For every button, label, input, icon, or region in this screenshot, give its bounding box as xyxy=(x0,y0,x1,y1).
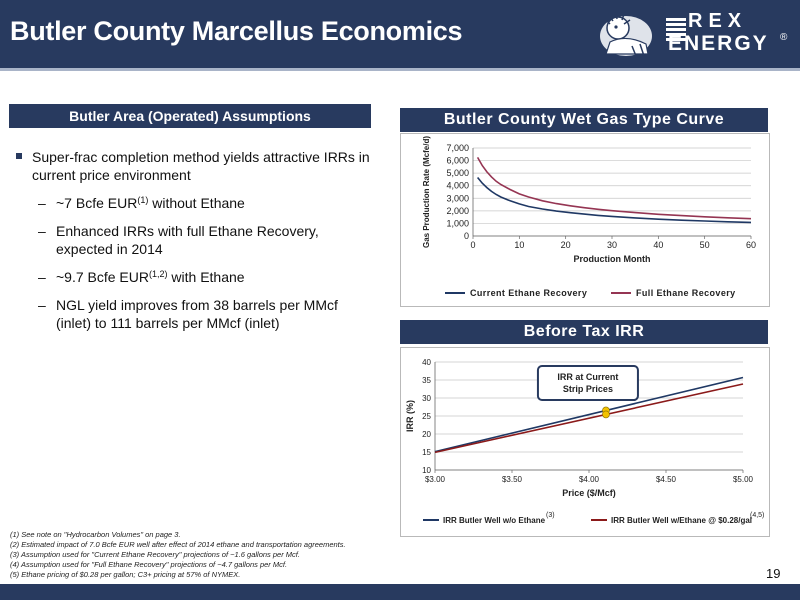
x-tick-label: 40 xyxy=(653,240,663,250)
x-tick-label: 10 xyxy=(514,240,524,250)
annotation-text: IRR at Current xyxy=(557,372,618,382)
irr-chart: 10 15 20 25 30 35 40 $3.00 $3.50 $4.00 $4.50 $5.00 P… xyxy=(405,358,764,525)
irr-section-title: Before Tax IRR xyxy=(400,320,768,344)
assumptions-bullets: Super-frac completion method yields attr… xyxy=(16,148,376,342)
legend-footnote-ref: (4,5) xyxy=(750,512,764,519)
footer-bar xyxy=(0,584,800,600)
x-tick-label: $4.50 xyxy=(656,475,677,484)
x-axis-label: Price ($/Mcf) xyxy=(562,488,616,498)
y-tick-label: 35 xyxy=(422,376,431,385)
type-curve-chart: 0 1,000 2,000 3,000 4,000 5,000 6,000 7,000 0 10 2… xyxy=(422,136,756,298)
sub-bullet-text: Enhanced IRRs with full Ethane Recovery,… xyxy=(56,223,319,257)
footnote: (5) Ethane pricing of $0.28 per gallon; … xyxy=(10,570,241,579)
footnote-ref: (1,2) xyxy=(149,269,168,279)
annotation-box xyxy=(536,365,639,401)
logo-energy-text: ENERGY xyxy=(668,32,769,55)
y-tick-label: 30 xyxy=(422,394,431,403)
annotation-text: Strip Prices xyxy=(563,384,613,394)
sub-bullet: – Enhanced IRRs with full Ethane Recover… xyxy=(16,222,376,258)
dash-bullet-icon: – xyxy=(38,269,46,285)
x-tick-label: $3.50 xyxy=(502,475,523,484)
sub-bullet-text: without Ethane xyxy=(148,195,245,211)
legend-label: Full Ethane Recovery xyxy=(636,288,736,298)
footnote: (3) Assumption used for "Current Ethane … xyxy=(10,550,300,559)
x-tick-label: 30 xyxy=(607,240,617,250)
dash-bullet-icon: – xyxy=(38,195,46,211)
x-tick-label: 0 xyxy=(470,240,475,250)
series-line-0 xyxy=(476,176,752,224)
y-tick-label: 3,000 xyxy=(446,193,469,203)
x-tick-label: $4.00 xyxy=(579,475,600,484)
sub-bullet-text: ~7 Bcfe EUR xyxy=(56,195,138,211)
sub-bullet: – ~7 Bcfe EUR(1) without Ethane xyxy=(16,194,376,212)
page-number: 19 xyxy=(766,566,781,581)
y-tick-label: 25 xyxy=(422,412,431,421)
sub-bullet-text: NGL yield improves from 38 barrels per M… xyxy=(56,297,338,331)
footnote: (1) See note on "Hydrocarbon Volumes" on… xyxy=(10,530,181,539)
x-tick-label: 20 xyxy=(561,240,571,250)
sub-bullet-text: ~9.7 Bcfe EUR xyxy=(56,269,149,285)
y-tick-label: 10 xyxy=(422,466,431,475)
y-tick-label: 6,000 xyxy=(446,156,469,166)
square-bullet-icon xyxy=(16,153,22,159)
x-tick-label: 60 xyxy=(746,240,756,250)
dash-bullet-icon: – xyxy=(38,223,46,239)
sub-bullet: – ~9.7 Bcfe EUR(1,2) with Ethane xyxy=(16,268,376,286)
y-tick-label: 1,000 xyxy=(446,218,469,228)
dash-bullet-icon: – xyxy=(38,297,46,313)
registered-mark: ® xyxy=(780,32,788,43)
series-line-0 xyxy=(434,376,744,453)
sub-bullet-text: with Ethane xyxy=(167,269,245,285)
assumptions-section-title: Butler Area (Operated) Assumptions xyxy=(9,104,371,128)
page-title: Butler County Marcellus Economics xyxy=(10,16,463,46)
type-curve-section-title: Butler County Wet Gas Type Curve xyxy=(400,108,768,132)
legend-footnote-ref: (3) xyxy=(546,512,555,519)
logo-rex-text: REX xyxy=(688,10,748,32)
y-tick-label: 4,000 xyxy=(446,181,469,191)
y-axis-label: IRR (%) xyxy=(405,400,415,432)
header-divider xyxy=(0,68,800,71)
rex-energy-logo: REX ENERGY ® xyxy=(596,6,794,60)
series-line-1 xyxy=(476,157,752,220)
x-tick-label: $5.00 xyxy=(733,475,754,484)
footnote: (2) Estimated impact of 7.0 Bcfe EUR wel… xyxy=(10,540,346,549)
header-bar: Butler County Marcellus Economics REX EN… xyxy=(0,0,800,68)
y-tick-label: 2,000 xyxy=(446,206,469,216)
x-tick-label: $3.00 xyxy=(425,475,446,484)
footnote-ref: (1) xyxy=(137,195,149,205)
y-axis-label: Gas Production Rate (Mcfe/d) xyxy=(422,136,431,248)
x-tick-label: 50 xyxy=(700,240,710,250)
y-tick-label: 40 xyxy=(422,358,431,367)
irr-chart-frame: 10 15 20 25 30 35 40 $3.00 $3.50 $4.00 $4.50 $5.00 P… xyxy=(400,347,770,537)
y-tick-label: 15 xyxy=(422,448,431,457)
lion-emblem-icon xyxy=(600,11,652,57)
legend-label: IRR Butler Well w/o Ethane xyxy=(443,516,546,525)
footnotes: (1) See note on "Hydrocarbon Volumes" on… xyxy=(10,530,410,580)
sub-bullet: – NGL yield improves from 38 barrels per… xyxy=(16,296,376,332)
logo-bars xyxy=(666,18,686,43)
y-tick-label: 0 xyxy=(464,231,469,241)
footnote: (4) Assumption used for "Full Ethane Rec… xyxy=(10,560,288,569)
series-line-1 xyxy=(434,383,744,454)
type-curve-chart-frame: 0 1,000 2,000 3,000 4,000 5,000 6,000 7,000 0 10 2… xyxy=(400,133,770,307)
bullet-main: Super-frac completion method yields attr… xyxy=(16,148,376,184)
y-tick-label: 20 xyxy=(422,430,431,439)
y-tick-label: 7,000 xyxy=(446,143,469,153)
legend-label: Current Ethane Recovery xyxy=(470,288,587,298)
bullet-main-text: Super-frac completion method yields attr… xyxy=(32,149,370,183)
legend-label: IRR Butler Well w/Ethane @ $0.28/gal xyxy=(611,516,752,525)
strip-price-marker xyxy=(602,410,610,419)
y-tick-label: 5,000 xyxy=(446,168,469,178)
x-axis-label: Production Month xyxy=(574,254,651,264)
